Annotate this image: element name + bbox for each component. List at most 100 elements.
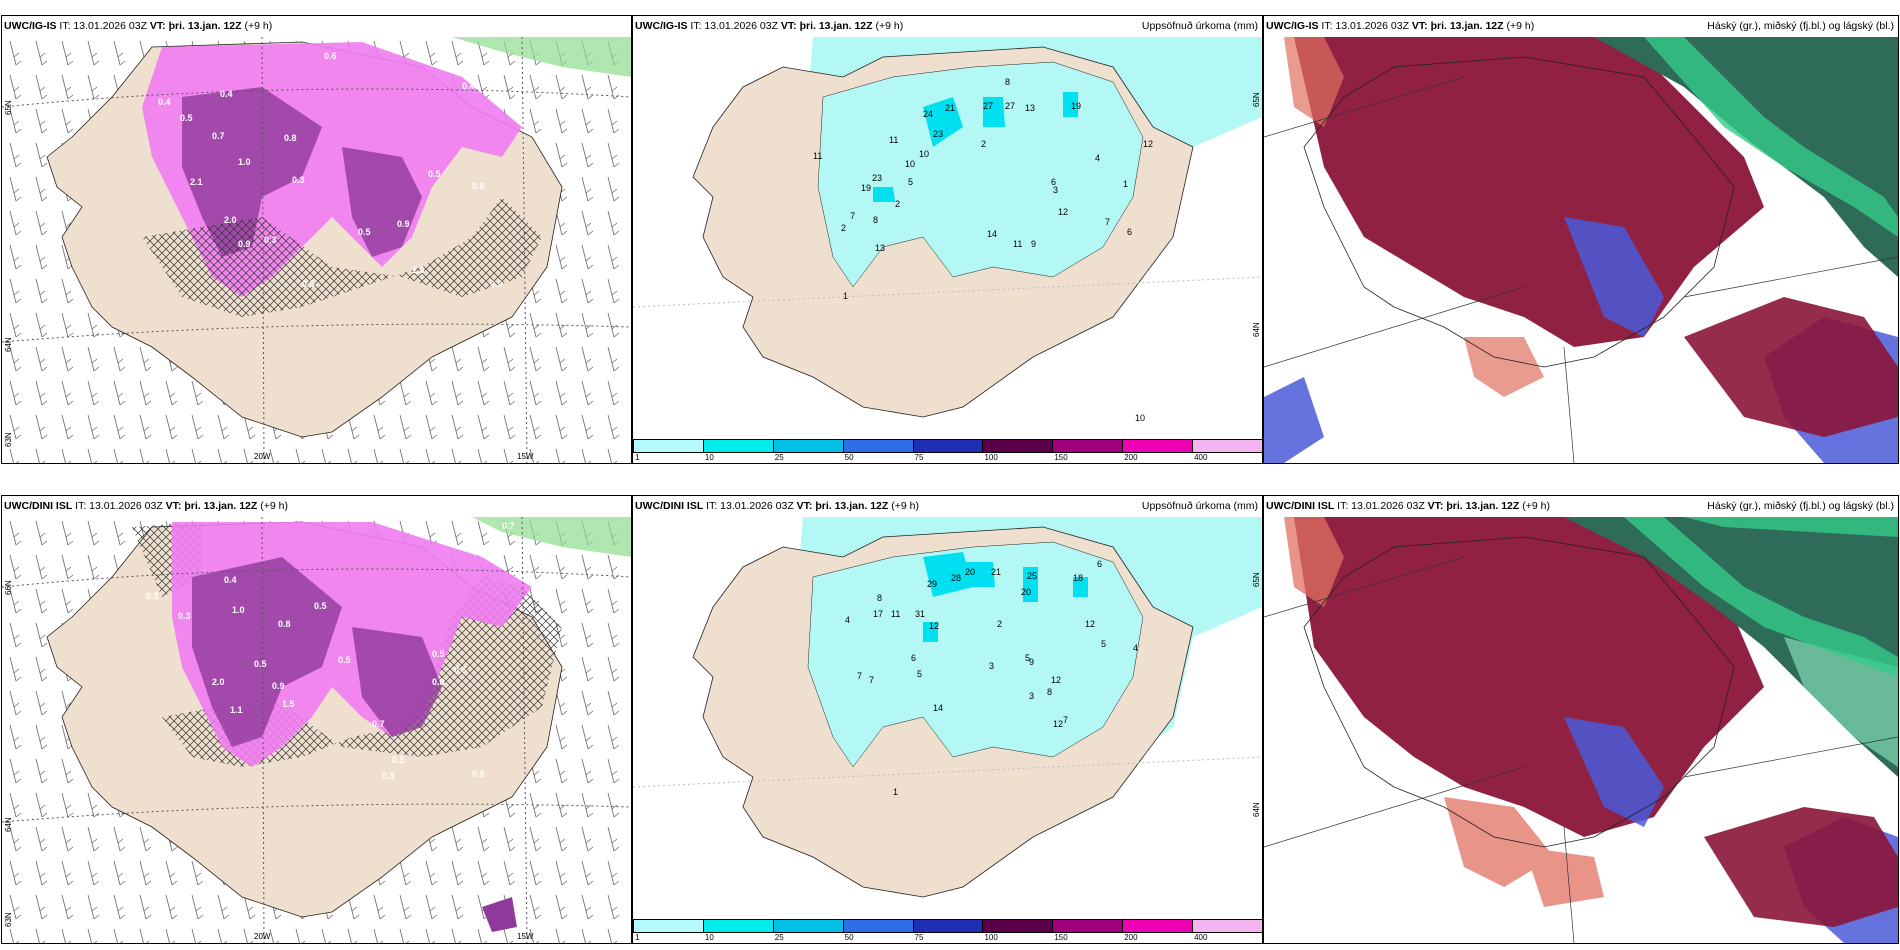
colorbar-swatch [1052,919,1124,933]
lat-label: 64N [1252,322,1261,337]
value-label: 12 [1053,719,1063,729]
valid-label: VT: [796,500,813,512]
valid-time: þri. 13.jan. 12Z [1430,20,1504,32]
value-label: 0.5 [432,649,445,659]
field-title: Uppsöfnuð úrkoma (mm) [1141,20,1258,32]
lead-time: (+9 h) [1506,20,1535,32]
colorbar-tick: 400 [1194,453,1208,462]
colorbar-tick: 25 [774,933,784,942]
value-label: 0.4 [462,81,475,91]
value-label: 17 [873,609,883,619]
value-label: 0.9 [272,681,285,691]
value-label: 25 [1027,571,1037,581]
value-label: 2 [997,619,1002,629]
value-label: 31 [915,609,925,619]
panel-dini-snow-wind: UWC/DINI ISL IT: 13.01.2026 03Z VT: þri.… [1,495,632,944]
value-label: 1 [843,291,848,301]
value-label: 6 [1127,227,1132,237]
lead-time: (+9 h) [244,20,273,32]
lon-label: 15W [517,452,534,461]
colorbar-tick: 400 [1194,933,1208,942]
colorbar-swatch [912,439,984,453]
value-label: 0.5 [314,601,327,611]
value-label: 5 [917,669,922,679]
colorbar-tick: 75 [914,453,924,462]
init-time: IT: 13.01.2026 03Z [1321,20,1409,32]
colorbar-tick: 10 [704,933,714,942]
value-label: 28 [951,573,961,583]
value-label: 3 [1053,185,1058,195]
colorbar-tick: 25 [774,453,784,462]
init-time: IT: 13.01.2026 03Z [706,500,794,512]
value-label: 0.9 [490,279,503,289]
value-label: 0.3 [382,771,395,781]
value-label: 4 [845,615,850,625]
value-label: 13 [1025,103,1035,113]
value-label: 5 [1025,653,1030,663]
cloud-green [1624,517,1898,677]
snow-purple-area [192,557,442,747]
value-label: 1 [1123,179,1128,189]
colorbar-swatch [842,919,914,933]
cloud-teal [1594,37,1898,277]
value-label: 0.5 [254,659,267,669]
value-label: 0.8 [432,677,445,687]
cloud-maroon-low [1704,807,1898,927]
value-label: 7 [850,211,855,221]
value-label: 12 [1058,207,1068,217]
value-label: 11 [891,609,900,619]
map-area: 65N 64N 63N 20W 15W 0.6 0.4 0.4 0.5 0.4 0.7 0.… [2,37,631,463]
colorbar-swatch [633,919,704,933]
lat-label: 63N [4,912,13,927]
colorbar-tick: 1 [635,453,640,462]
value-label: 14 [933,703,943,713]
value-label: 2.1 [190,177,203,187]
map-area [1264,517,1898,943]
init-time: IT: 13.01.2026 03Z [75,500,163,512]
value-label: 27 [983,101,993,111]
value-label: 1.0 [412,265,425,275]
value-label: 0.3 [264,235,277,245]
value-label: 3 [1029,691,1034,701]
valid-label: VT: [1427,500,1444,512]
colorbar-tick: 200 [1124,933,1138,942]
value-label: 4 [1133,643,1138,653]
cloud-green [1644,37,1898,237]
valid-label: VT: [149,20,166,32]
precip-cyan-strong [873,92,1078,202]
valid-time: þri. 13.jan. 12Z [184,500,258,512]
value-label: 7 [857,671,862,681]
model-name: UWC/IG-IS [635,20,688,32]
colorbar-swatch [1122,439,1194,453]
value-label: 3 [989,661,994,671]
cloud-green-light [1784,637,1898,767]
value-label: 18 [1073,573,1083,583]
value-label: 0.3 [146,591,159,601]
value-label: 1.0 [238,157,251,167]
value-label: 1.1 [230,705,243,715]
colorbar-tick: 1 [635,933,640,942]
value-label: 10 [919,149,929,159]
field-title: Uppsöfnuð úrkoma (mm) [1141,500,1258,512]
colorbar-swatch [702,439,774,453]
value-label: 1 [893,787,898,797]
colorbar-swatch [1192,439,1262,453]
value-label: 24 [923,109,933,119]
value-label: 5 [1101,639,1106,649]
init-time: IT: 13.01.2026 03Z [1337,500,1425,512]
colorbar-tick: 200 [1124,453,1138,462]
colorbar-swatch [842,439,914,453]
lat-label: 65N [1252,92,1261,107]
value-label: 2 [981,139,986,149]
value-label: 0.5 [358,227,371,237]
value-label: 5 [908,177,913,187]
value-label: 23 [872,173,882,183]
value-label: 0.5 [338,655,351,665]
value-label: 0.7 [372,719,385,729]
value-label: 8 [1005,77,1010,87]
value-label: 12 [1051,675,1061,685]
precip-cyan-land [817,61,1144,288]
model-name: UWC/DINI ISL [635,500,704,512]
value-label: 0.5 [180,113,193,123]
